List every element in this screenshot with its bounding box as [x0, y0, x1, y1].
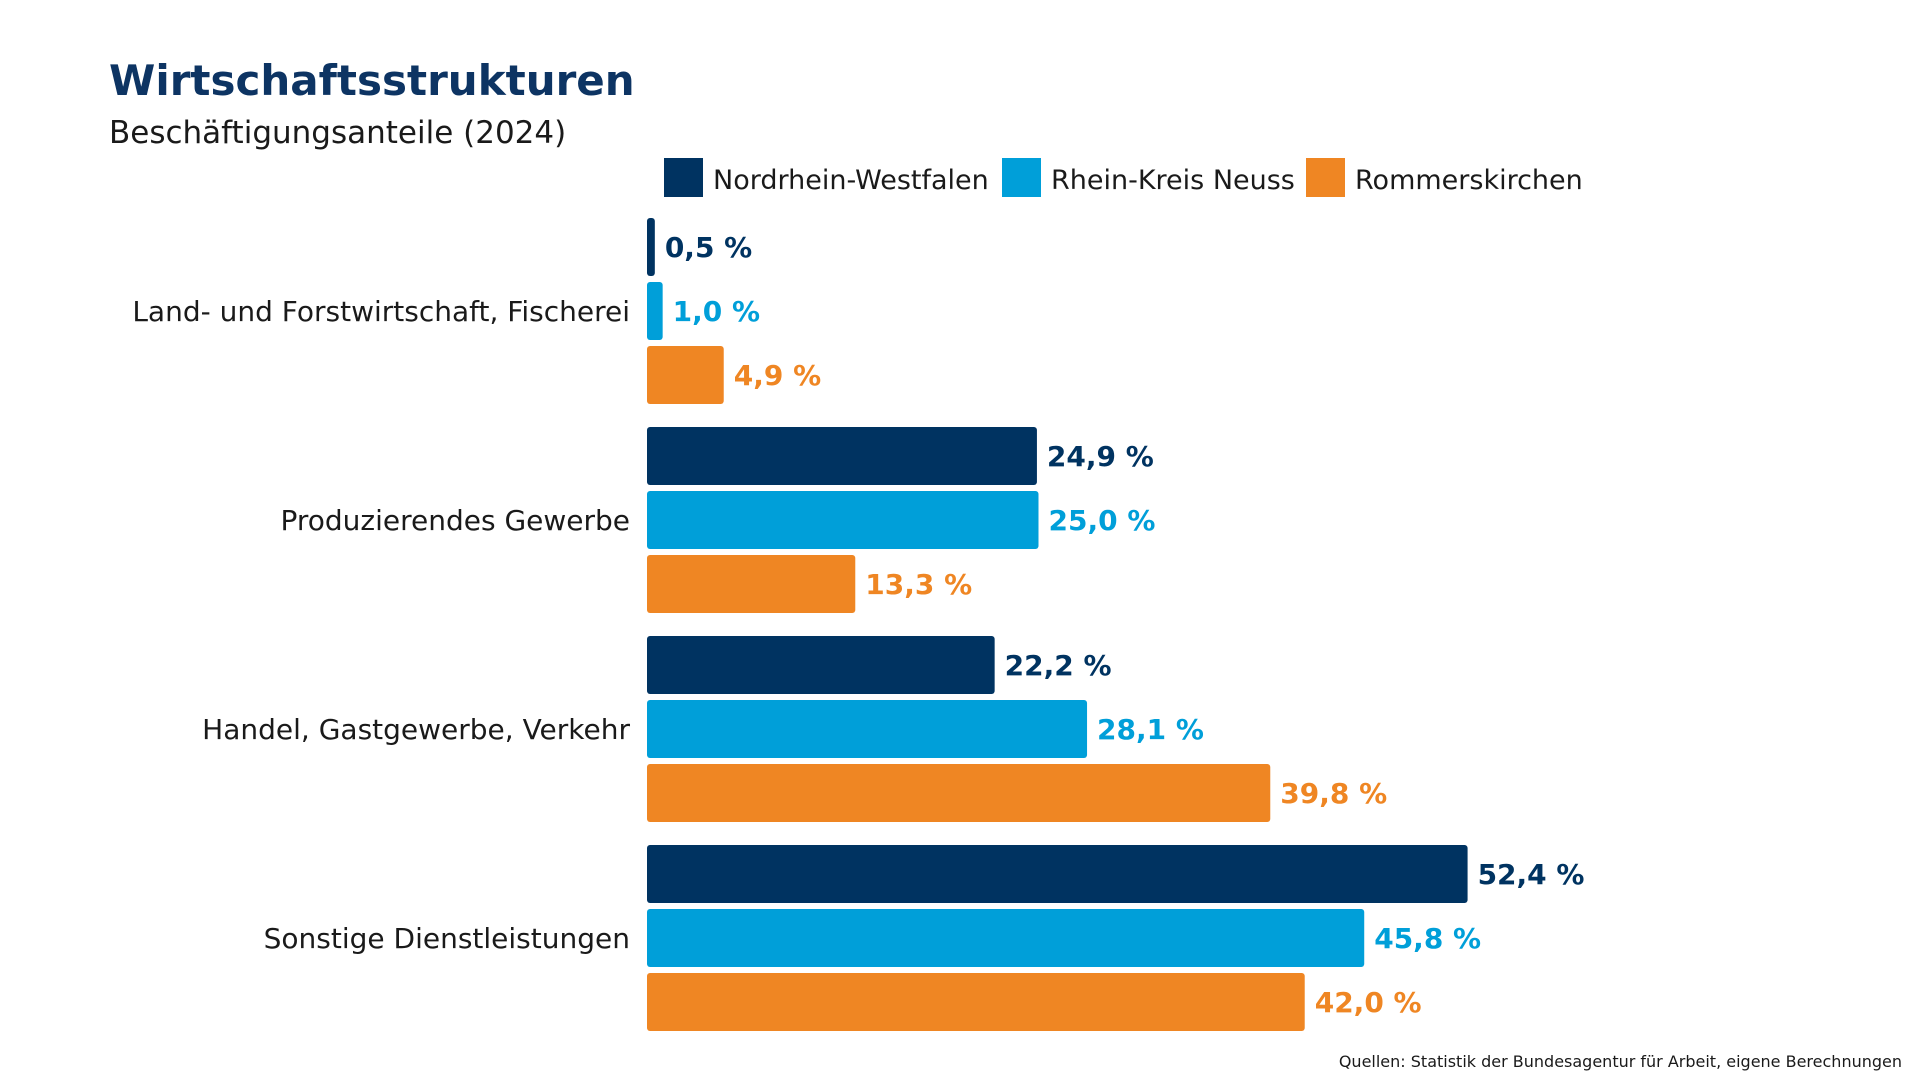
category-label: Produzierendes Gewerbe [280, 504, 630, 537]
bar-rhein-kreis-neuss-sonstige-dienstleistungen [647, 909, 1365, 967]
legend-label-nordrhein-westfalen: Nordrhein-Westfalen [713, 165, 989, 196]
value-label-rommerskirchen-produzierendes-gewerbe: 13,3 % [865, 568, 972, 601]
value-label-nordrhein-westfalen-produzierendes-gewerbe: 24,9 % [1047, 440, 1154, 473]
value-label-rhein-kreis-neuss-produzierendes-gewerbe: 25,0 % [1049, 504, 1156, 537]
category-label: Handel, Gastgewerbe, Verkehr [202, 713, 630, 746]
bar-rhein-kreis-neuss-land-und-forstwirtschaft-fischerei [647, 282, 663, 340]
value-label-rommerskirchen-land-und-forstwirtschaft-fischerei: 4,9 % [734, 359, 821, 392]
category-label: Land- und Forstwirtschaft, Fischerei [132, 295, 630, 328]
bar-nordrhein-westfalen-sonstige-dienstleistungen [647, 845, 1468, 903]
legend-swatch-rommerskirchen [1306, 158, 1345, 197]
chart-title: Wirtschaftsstrukturen [109, 56, 635, 105]
bar-rommerskirchen-sonstige-dienstleistungen [647, 973, 1305, 1031]
value-label-rhein-kreis-neuss-sonstige-dienstleistungen: 45,8 % [1374, 922, 1481, 955]
category-label: Sonstige Dienstleistungen [264, 922, 630, 955]
value-label-nordrhein-westfalen-land-und-forstwirtschaft-fischerei: 0,5 % [665, 231, 752, 264]
bars [647, 218, 1468, 1031]
value-label-rommerskirchen-handel-gastgewerbe-verkehr: 39,8 % [1280, 777, 1387, 810]
bar-rommerskirchen-land-und-forstwirtschaft-fischerei [647, 346, 724, 404]
value-label-rhein-kreis-neuss-handel-gastgewerbe-verkehr: 28,1 % [1097, 713, 1204, 746]
value-label-rhein-kreis-neuss-land-und-forstwirtschaft-fischerei: 1,0 % [673, 295, 760, 328]
chart-subtitle: Beschäftigungsanteile (2024) [109, 115, 566, 151]
bar-nordrhein-westfalen-land-und-forstwirtschaft-fischerei [647, 218, 655, 276]
value-label-nordrhein-westfalen-handel-gastgewerbe-verkehr: 22,2 % [1005, 649, 1112, 682]
source-note: Quellen: Statistik der Bundesagentur für… [1339, 1052, 1902, 1071]
bar-rommerskirchen-handel-gastgewerbe-verkehr [647, 764, 1271, 822]
legend-label-rhein-kreis-neuss: Rhein-Kreis Neuss [1051, 165, 1295, 196]
legend-swatch-rhein-kreis-neuss [1002, 158, 1041, 197]
legend-label-rommerskirchen: Rommerskirchen [1355, 165, 1583, 196]
value-labels: 0,5 % 1,0 % 4,9 % 24,9 % 25,0 % 13,3 % 22,2 % 2… [665, 231, 1585, 1019]
bar-rhein-kreis-neuss-handel-gastgewerbe-verkehr [647, 700, 1088, 758]
bar-rhein-kreis-neuss-produzierendes-gewerbe [647, 491, 1039, 549]
bar-nordrhein-westfalen-produzierendes-gewerbe [647, 427, 1037, 485]
value-label-rommerskirchen-sonstige-dienstleistungen: 42,0 % [1315, 986, 1422, 1019]
bar-nordrhein-westfalen-handel-gastgewerbe-verkehr [647, 636, 995, 694]
bar-rommerskirchen-produzierendes-gewerbe [647, 555, 856, 613]
legend: Nordrhein-Westfalen Rhein-Kreis Neuss Romm… [664, 158, 1583, 197]
legend-swatch-nordrhein-westfalen [664, 158, 703, 197]
category-labels: Land- und Forstwirtschaft, Fischerei Prod… [132, 295, 630, 955]
value-label-nordrhein-westfalen-sonstige-dienstleistungen: 52,4 % [1478, 858, 1585, 891]
